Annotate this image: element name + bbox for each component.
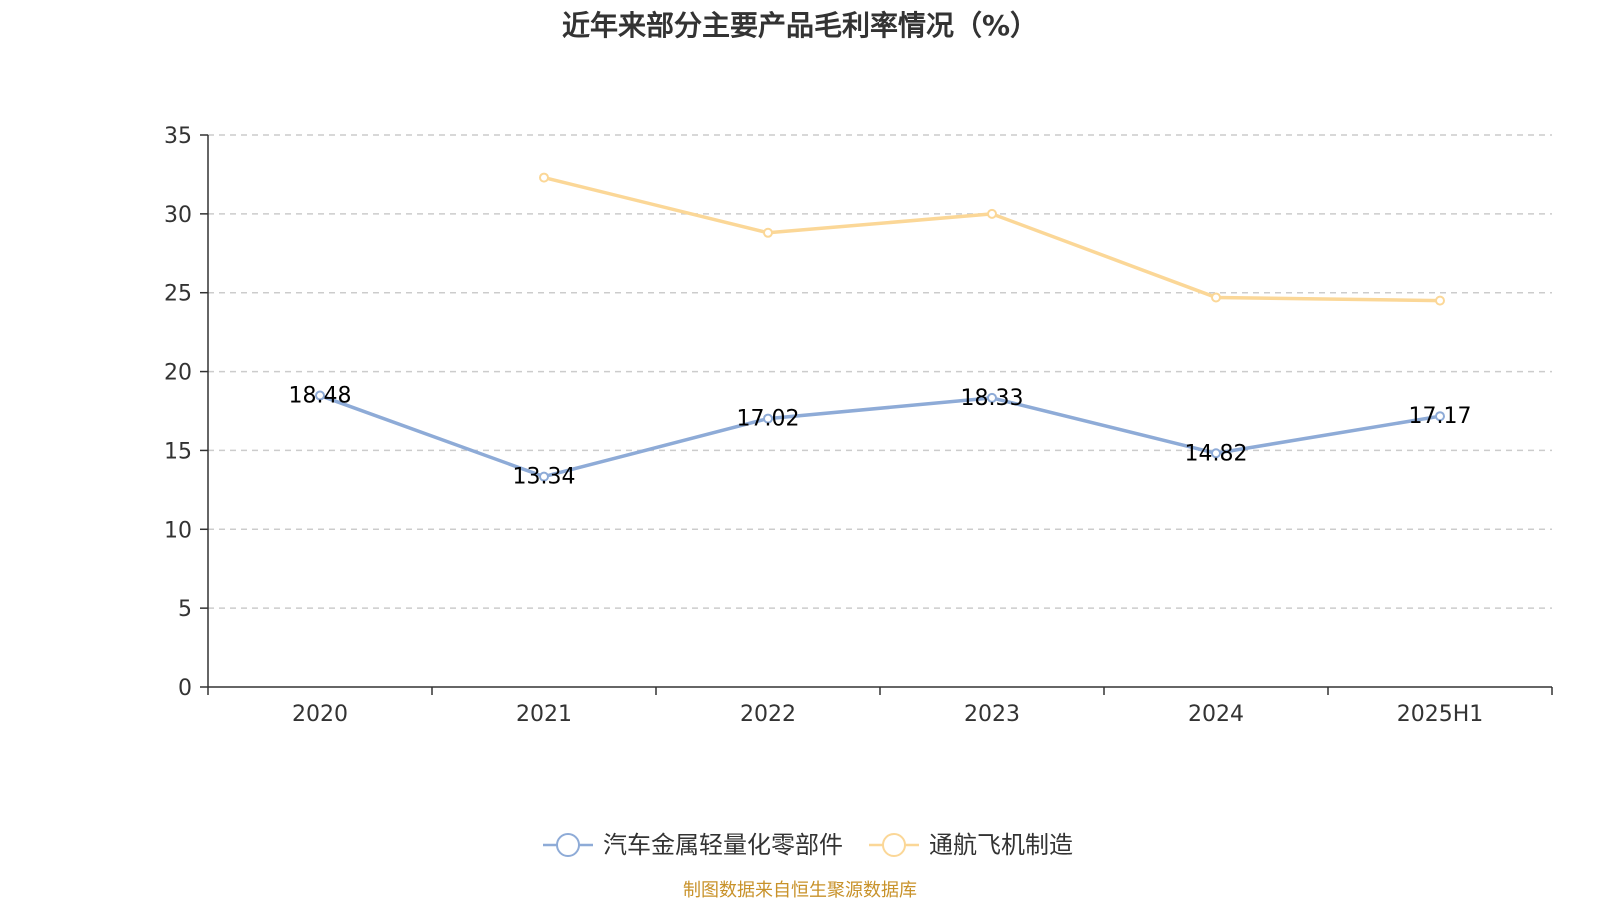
legend[interactable]: 汽车金属轻量化零部件 通航飞机制造 [543,831,1073,859]
x-tick-label: 2020 [292,702,348,727]
data-label: 14.82 [1185,441,1248,466]
data-point[interactable] [987,208,997,219]
data-label: 18.48 [289,384,352,409]
data-label: 17.17 [1409,404,1472,429]
x-tick-label: 2025H1 [1397,702,1484,727]
data-point[interactable] [539,471,549,482]
data-point[interactable] [315,390,325,401]
source-note: 制图数据来自恒生聚源数据库 [683,880,917,901]
axes: 0 5 10 15 20 25 30 35 2020 2021 2022 2023 2024 2025H1 [164,124,1553,727]
y-tick-label: 35 [164,124,192,149]
data-point[interactable] [539,172,549,183]
y-tick-label: 30 [164,203,192,228]
legend-label: 汽车金属轻量化零部件 [603,831,843,859]
y-tick-label: 20 [164,361,192,386]
data-label: 18.33 [961,386,1024,411]
x-tick-label: 2022 [740,702,796,727]
y-tick-label: 10 [164,518,192,543]
series-lines [315,172,1445,482]
data-point[interactable] [763,227,773,238]
data-point[interactable] [1435,411,1445,422]
legend-marker-icon [556,833,580,857]
legend-item-0[interactable]: 汽车金属轻量化零部件 [543,831,843,859]
y-tick-label: 15 [164,439,192,464]
grid-lines [208,134,1552,609]
y-tick-label: 0 [178,676,192,701]
x-tick-label: 2021 [516,702,572,727]
legend-marker-icon [882,833,906,857]
series-line-1 [543,175,1441,303]
x-tick-label: 2024 [1188,702,1244,727]
y-tick-label: 5 [178,597,192,622]
legend-item-1[interactable]: 通航飞机制造 [869,831,1073,859]
y-tick-label: 25 [164,282,192,307]
data-point[interactable] [1435,295,1445,306]
data-labels: 18.48 13.34 17.02 18.33 14.82 17.17 [289,384,1472,490]
data-point[interactable] [987,392,997,403]
data-point[interactable] [1211,292,1221,303]
chart-title: 近年来部分主要产品毛利率情况（%） [561,9,1039,42]
data-point[interactable] [1211,448,1221,459]
data-point[interactable] [763,413,773,424]
series-line-0 [319,393,1441,479]
x-tick-label: 2023 [964,702,1020,727]
data-label: 13.34 [513,465,576,490]
data-label: 17.02 [737,407,800,432]
legend-label: 通航飞机制造 [929,831,1073,859]
